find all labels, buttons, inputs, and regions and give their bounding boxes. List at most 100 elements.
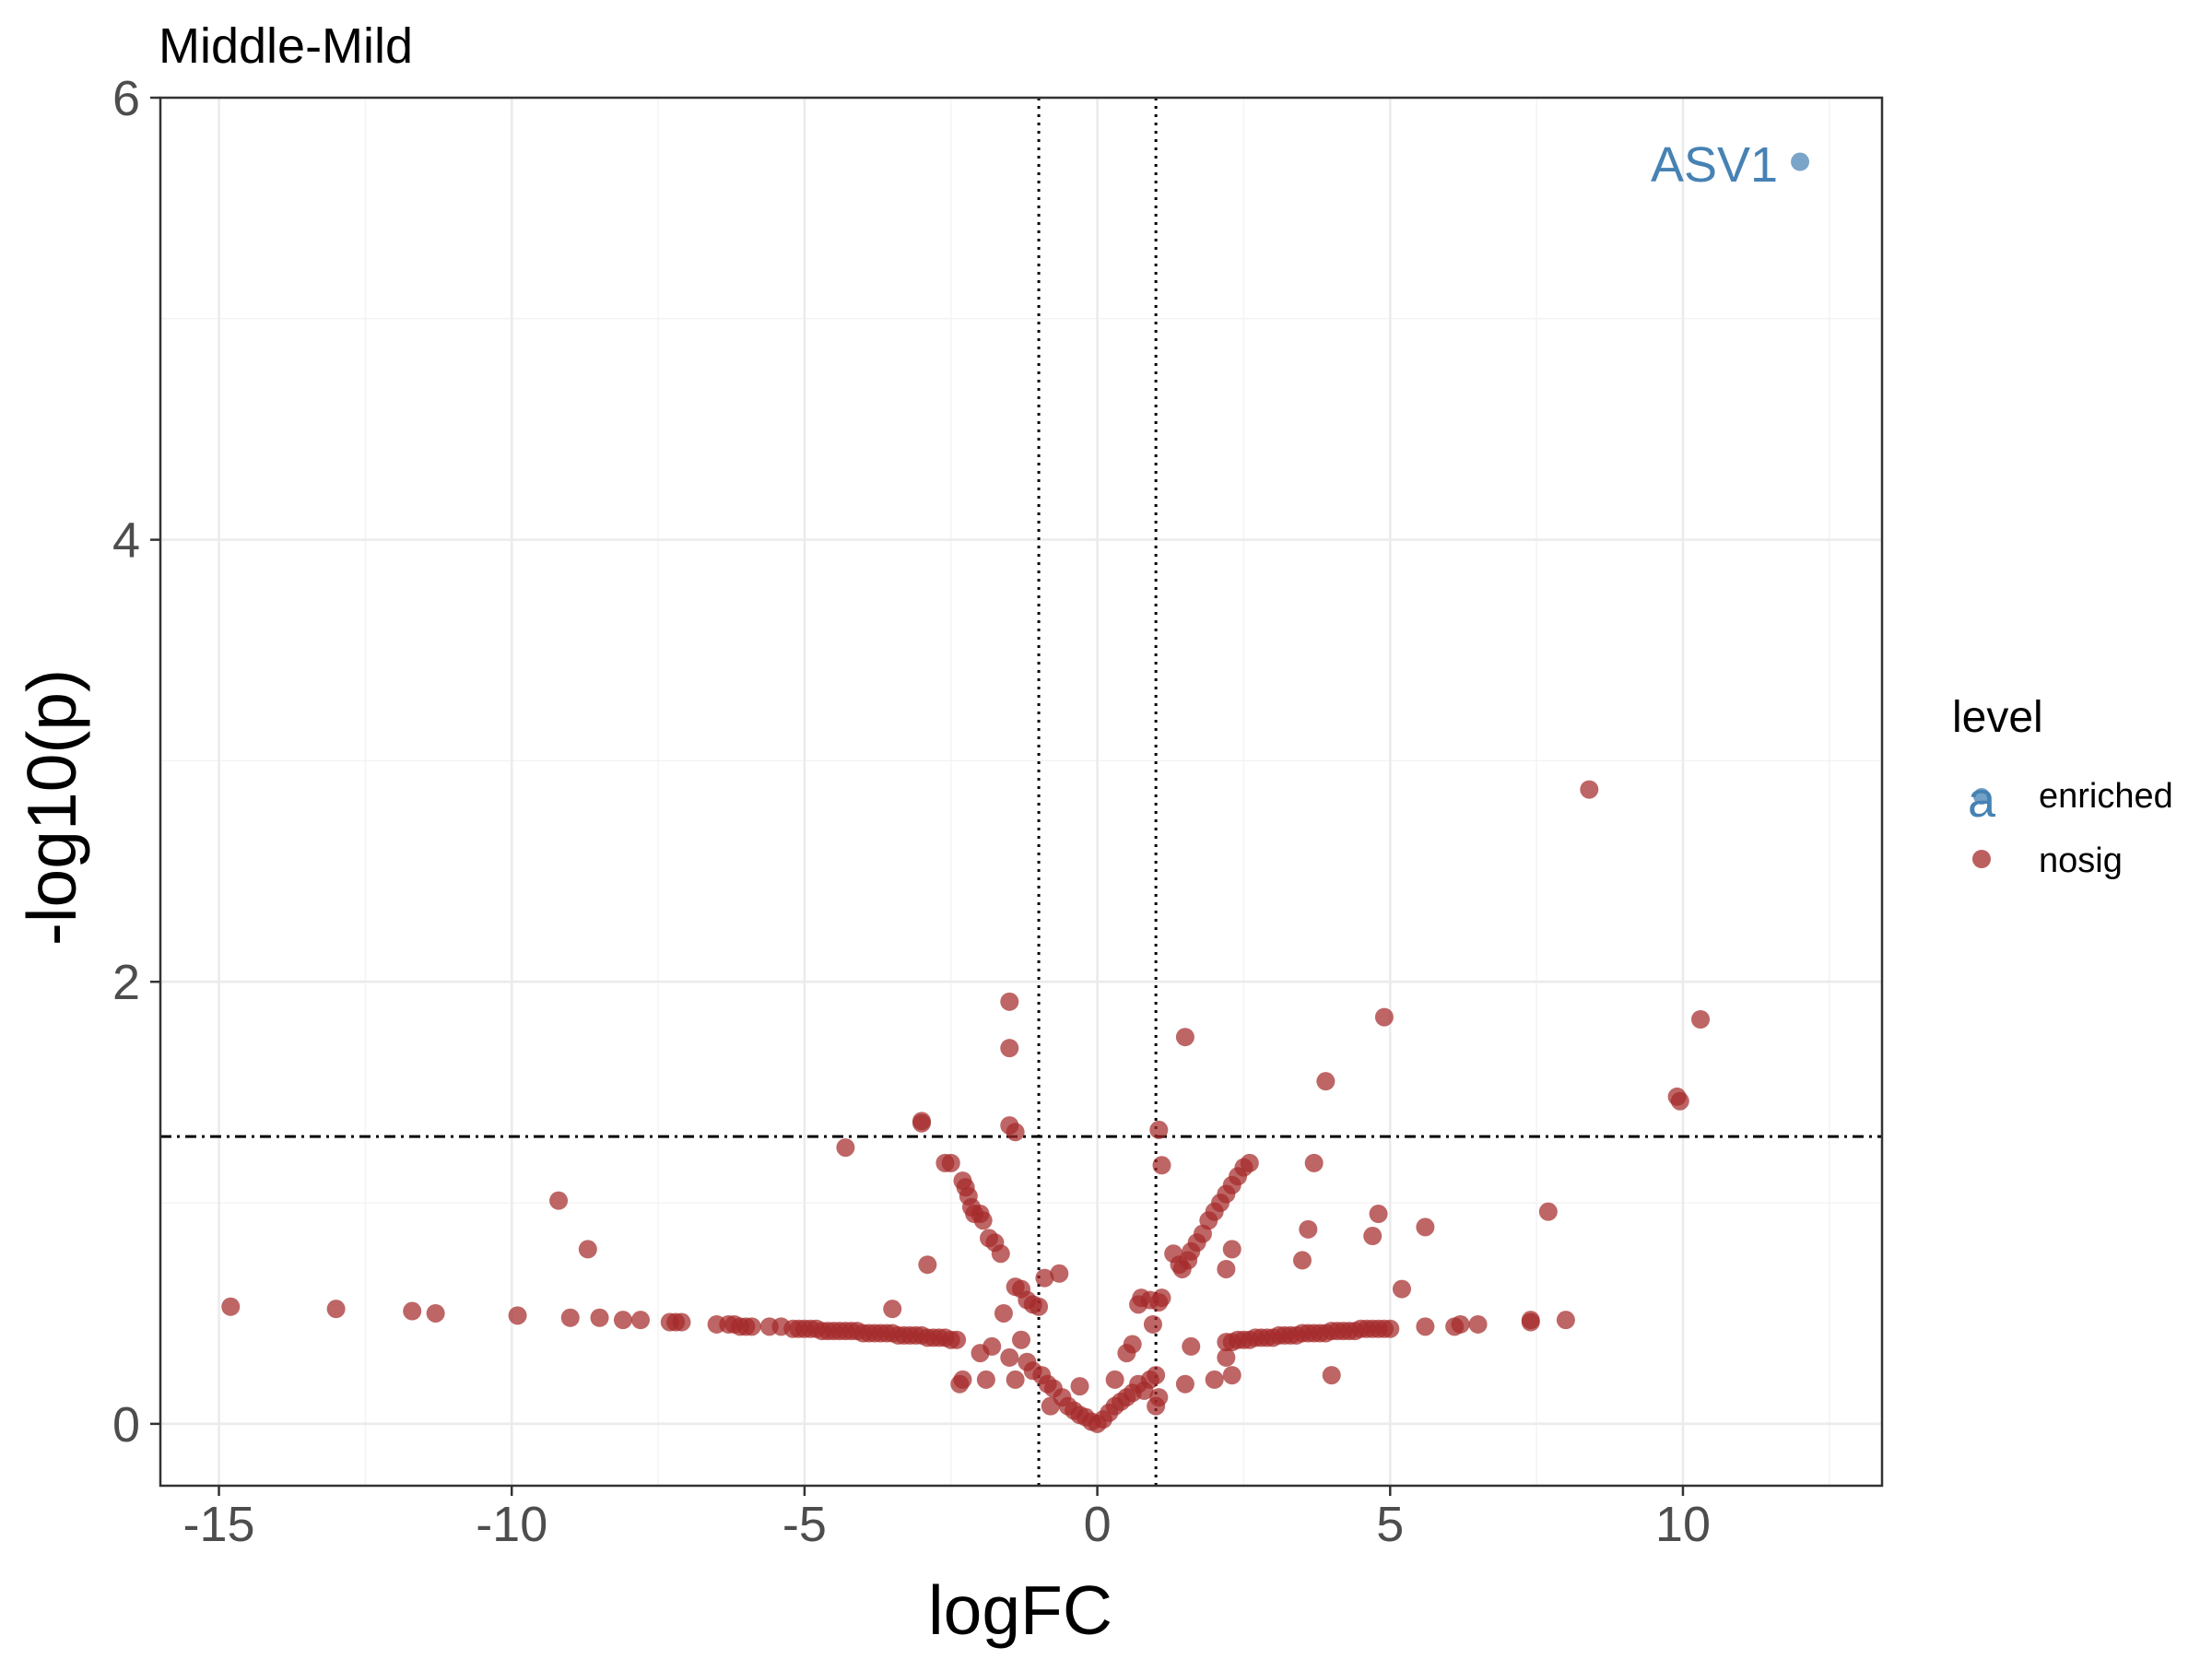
data-point-nosig <box>1363 1227 1382 1246</box>
data-point-nosig <box>1381 1319 1400 1338</box>
data-point-nosig <box>1000 992 1019 1011</box>
data-point-nosig <box>221 1297 241 1316</box>
data-point-nosig <box>1030 1297 1049 1316</box>
data-point-nosig <box>1070 1377 1089 1396</box>
data-point-nosig <box>1175 1028 1194 1047</box>
data-point-nosig <box>976 1370 995 1389</box>
data-point-nosig <box>1152 1288 1171 1308</box>
data-point-nosig <box>912 1113 931 1133</box>
data-point-nosig <box>1292 1251 1312 1270</box>
data-point-nosig <box>1035 1268 1054 1288</box>
data-point-nosig <box>1416 1218 1435 1237</box>
data-point-nosig <box>973 1211 993 1230</box>
data-point-nosig <box>549 1191 569 1210</box>
y-tick-label: 6 <box>112 71 140 126</box>
data-point-nosig <box>1205 1370 1224 1389</box>
minor-grid <box>160 98 1882 1486</box>
x-axis-ticks: -15 -10 -5 0 5 10 <box>183 1486 1711 1552</box>
x-axis-title: logFC <box>928 1571 1112 1649</box>
data-point-nosig <box>941 1153 960 1172</box>
data-point-nosig <box>672 1312 691 1332</box>
data-point-nosig <box>1152 1156 1171 1175</box>
data-point-nosig <box>918 1255 937 1275</box>
data-point-nosig <box>613 1311 632 1330</box>
panel-border <box>159 96 1884 1488</box>
data-point-nosig <box>1691 1010 1711 1030</box>
data-point-nosig <box>1050 1264 1069 1283</box>
data-point-nosig <box>508 1306 527 1325</box>
data-point-nosig <box>1000 1039 1019 1058</box>
data-point-nosig <box>1369 1205 1388 1224</box>
legend: level a enriched nosig <box>1952 693 2173 880</box>
data-point-nosig <box>1175 1374 1194 1394</box>
data-point-nosig <box>1149 1120 1169 1139</box>
data-point-nosig <box>1147 1396 1166 1416</box>
data-point-nosig <box>1147 1366 1166 1385</box>
data-point-nosig <box>994 1303 1013 1323</box>
data-point-nosig <box>982 1336 1002 1356</box>
data-point-nosig <box>1416 1317 1435 1336</box>
data-point-nosig <box>1316 1072 1335 1091</box>
legend-title: level <box>1952 693 2043 742</box>
data-point-nosig <box>1006 1123 1025 1142</box>
y-axis-title: -log10(p) <box>13 669 90 946</box>
data-point-nosig <box>631 1311 651 1330</box>
data-point-nosig <box>1392 1279 1411 1299</box>
point-annotations: ASV1 <box>1651 137 1778 193</box>
data-point-nosig <box>1222 1366 1241 1385</box>
data-point-nosig <box>1451 1314 1470 1334</box>
x-tick-label: 0 <box>1084 1497 1112 1552</box>
y-tick-label: 2 <box>112 955 140 1010</box>
chart-title: Middle-Mild <box>159 18 413 74</box>
data-point-nosig <box>883 1300 902 1319</box>
legend-label-nosig: nosig <box>2039 841 2123 880</box>
data-point-nosig <box>1217 1259 1236 1278</box>
x-tick-label: 10 <box>1655 1497 1711 1552</box>
legend-key-enriched-point <box>1973 788 1990 805</box>
data-point-nosig <box>403 1301 422 1321</box>
data-point-nosig <box>1322 1366 1341 1385</box>
data-point-nosig <box>1143 1314 1162 1334</box>
data-point-nosig <box>1538 1202 1558 1221</box>
data-point-nosig <box>1222 1240 1241 1259</box>
data-point-nosig <box>950 1374 970 1394</box>
x-tick-label: 5 <box>1376 1497 1404 1552</box>
data-point-nosig <box>326 1300 346 1319</box>
enriched-points <box>1791 152 1810 171</box>
x-tick-label: -5 <box>782 1497 827 1552</box>
data-point-nosig <box>1670 1091 1689 1111</box>
y-tick-label: 0 <box>112 1397 140 1453</box>
data-point-nosig <box>1556 1311 1575 1330</box>
legend-label-enriched: enriched <box>2039 777 2173 816</box>
data-point-nosig <box>1240 1153 1259 1172</box>
y-axis-ticks: 0 2 4 6 <box>112 71 160 1453</box>
y-tick-label: 4 <box>112 513 140 569</box>
x-tick-label: -10 <box>476 1497 547 1552</box>
x-tick-label: -15 <box>183 1497 255 1552</box>
data-point-nosig <box>742 1317 761 1336</box>
data-point-nosig <box>836 1138 855 1158</box>
data-point-nosig <box>426 1303 445 1323</box>
point-label: ASV1 <box>1651 137 1778 193</box>
data-point-nosig <box>991 1244 1010 1264</box>
data-point-enriched <box>1791 152 1810 171</box>
data-point-nosig <box>1217 1347 1236 1367</box>
data-point-nosig <box>1012 1330 1030 1349</box>
legend-key-nosig-point <box>1972 850 1991 868</box>
data-point-nosig <box>1105 1370 1124 1389</box>
nosig-points <box>221 780 1711 1433</box>
data-point-nosig <box>1000 1347 1019 1367</box>
data-point-nosig <box>560 1308 580 1327</box>
data-point-nosig <box>1521 1311 1540 1330</box>
data-point-nosig <box>578 1240 597 1259</box>
data-point-nosig <box>1299 1219 1318 1239</box>
data-point-nosig <box>1304 1153 1324 1172</box>
data-point-nosig <box>1117 1344 1136 1363</box>
data-point-nosig <box>1580 780 1599 799</box>
data-point-nosig <box>1468 1314 1488 1334</box>
data-point-nosig <box>590 1308 609 1327</box>
data-point-nosig <box>947 1330 967 1349</box>
data-point-nosig <box>1374 1007 1394 1027</box>
